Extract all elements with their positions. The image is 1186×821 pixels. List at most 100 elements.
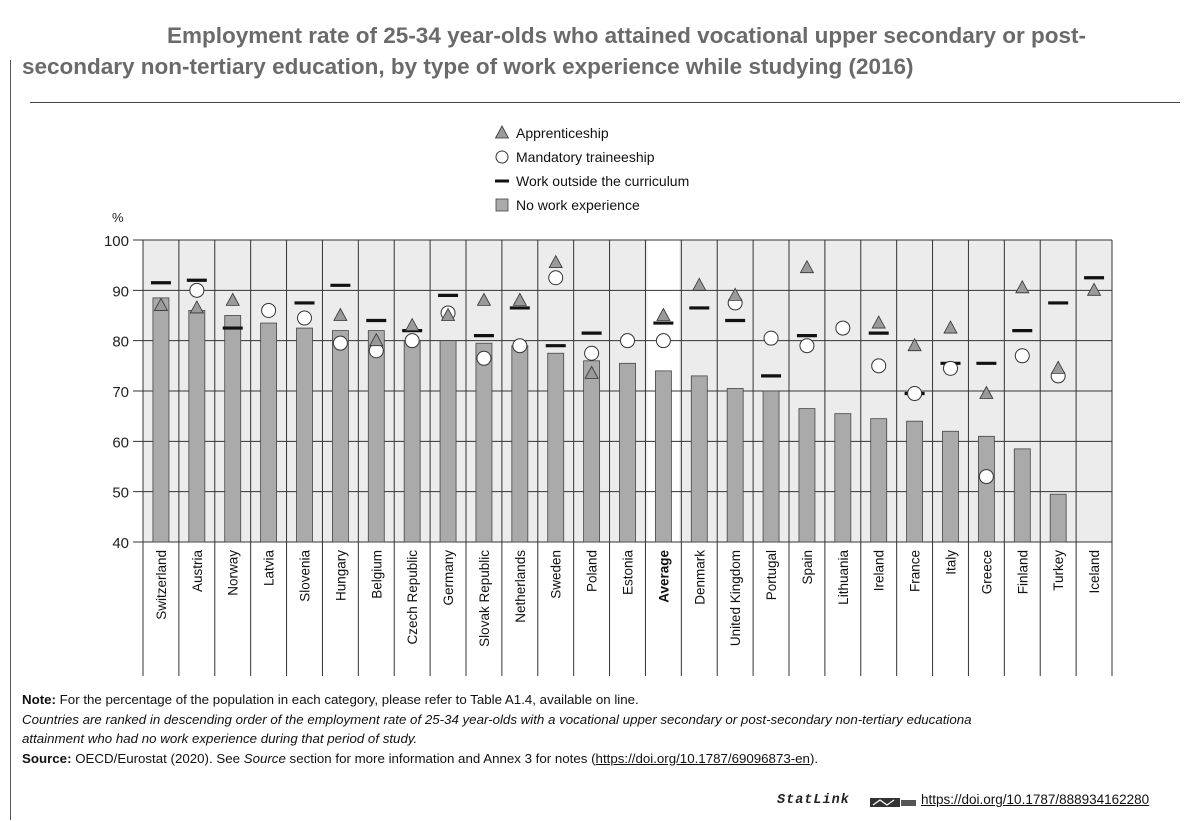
- y-tick-label: 60: [112, 434, 129, 451]
- marker-apprenticeship: [979, 385, 994, 399]
- marker-mandatory-traineeship: [512, 338, 528, 354]
- bar-no-work-experience: [906, 420, 924, 543]
- marker-apprenticeship: [943, 320, 958, 334]
- x-category-label: Turkey: [1051, 550, 1066, 591]
- bar-no-work-experience: [152, 297, 170, 543]
- y-tick-label: 70: [112, 384, 129, 401]
- y-tick-label: 40: [112, 535, 129, 552]
- marker-mandatory-traineeship: [476, 350, 492, 366]
- bar-no-work-experience: [511, 345, 529, 543]
- marker-mandatory-traineeship: [297, 310, 312, 326]
- marker-mandatory-traineeship: [584, 345, 600, 361]
- marker-mandatory-traineeship: [835, 320, 851, 336]
- marker-apprenticeship: [584, 365, 599, 379]
- note-line: Note: For the percentage of the populati…: [22, 690, 1182, 710]
- bar-no-work-experience: [870, 418, 888, 543]
- x-category-label: Germany: [441, 550, 456, 606]
- x-category-label: Netherlands: [513, 550, 528, 623]
- marker-apprenticeship: [333, 307, 348, 321]
- bar-no-work-experience: [726, 388, 744, 543]
- x-category-label: Austria: [190, 550, 205, 593]
- y-tick-label: 100: [104, 233, 129, 250]
- bar-no-work-experience: [798, 408, 816, 543]
- bar-no-work-experience: [296, 327, 313, 543]
- statlink-logo-icon: [870, 798, 916, 807]
- title-divider: [30, 102, 1180, 103]
- bar-no-work-experience: [942, 430, 959, 543]
- employment-chart: 40 50 60 70 80 90 100% Switzerland Austria Norway…: [104, 125, 1113, 676]
- x-category-label: Latvia: [262, 550, 277, 587]
- x-category-label: Belgium: [369, 550, 384, 599]
- y-tick-label: 50: [112, 485, 129, 502]
- marker-mandatory-traineeship: [1014, 348, 1030, 364]
- marker-apprenticeship: [1050, 360, 1066, 374]
- x-category-label: Iceland: [1087, 550, 1102, 594]
- source-text-2: section for more information and Annex 3…: [285, 750, 596, 766]
- chart-title: Employment rate of 25-34 year-olds who a…: [22, 20, 1172, 82]
- bar-no-work-experience: [439, 340, 457, 543]
- marker-apprenticeship: [189, 300, 205, 314]
- marker-apprenticeship: [440, 307, 456, 321]
- marker-apprenticeship: [512, 292, 528, 306]
- marker-apprenticeship: [1015, 279, 1030, 294]
- bar-no-work-experience: [475, 342, 493, 543]
- bar-no-work-experience: [1013, 448, 1031, 543]
- x-category-label: Slovenia: [298, 550, 313, 602]
- marker-mandatory-traineeship: [978, 469, 994, 485]
- marker-apprenticeship: [871, 315, 886, 329]
- x-category-label: Norway: [226, 550, 241, 596]
- bar-no-work-experience: [367, 330, 385, 543]
- marker-apprenticeship: [476, 292, 492, 306]
- source-italic: Source: [243, 750, 286, 766]
- bar-no-work-experience: [188, 310, 206, 543]
- x-category-label: Italy: [944, 550, 959, 575]
- x-category-label: Czech Republic: [405, 550, 420, 645]
- marker-apprenticeship: [727, 287, 743, 301]
- marker-apprenticeship: [907, 337, 922, 352]
- bar-no-work-experience: [762, 390, 780, 543]
- ranking-note-line2: attainment who had no work experience du…: [22, 731, 418, 746]
- source-label: Source:: [22, 750, 72, 766]
- statlink-link[interactable]: https://doi.org/10.1787/888934162280: [921, 792, 1150, 807]
- chart-title-line2: secondary non-tertiary education, by typ…: [22, 54, 914, 79]
- bar-no-work-experience: [654, 370, 672, 543]
- marker-apprenticeship: [692, 277, 707, 291]
- marker-mandatory-traineeship: [907, 386, 923, 402]
- legend-apprenticeship-icon: [494, 125, 510, 139]
- marker-mandatory-traineeship: [871, 358, 887, 374]
- x-category-label: Hungary: [333, 550, 348, 601]
- legend-label: Work outside the curriculum: [516, 173, 689, 189]
- marker-mandatory-traineeship: [763, 330, 779, 346]
- source-link[interactable]: https://doi.org/10.1787/69096873-en: [595, 750, 810, 766]
- legend-label: Apprenticeship: [516, 125, 609, 141]
- bar-no-work-experience: [619, 362, 636, 543]
- x-category-label: France: [908, 550, 923, 592]
- marker-apprenticeship: [656, 307, 671, 321]
- x-category-label: Portugal: [764, 550, 779, 600]
- bar-no-work-experience: [547, 352, 565, 543]
- bar-no-work-experience: [583, 360, 601, 543]
- y-tick-label: 90: [112, 283, 129, 300]
- x-category-label: Sweden: [549, 550, 564, 599]
- legend-label: No work experience: [516, 197, 640, 213]
- x-category-label: Denmark: [692, 550, 707, 605]
- source-text-1: OECD/Eurostat (2020). See: [71, 750, 244, 766]
- note-text: For the percentage of the population in …: [55, 692, 639, 707]
- marker-mandatory-traineeship: [332, 335, 348, 351]
- bar-no-work-experience: [260, 322, 278, 543]
- bar-no-work-experience: [1049, 493, 1067, 543]
- marker-apprenticeship: [1086, 282, 1102, 296]
- x-category-label: Ireland: [872, 550, 887, 591]
- x-category-label: Poland: [585, 550, 600, 592]
- source-line: Source: OECD/Eurostat (2020). See Source…: [22, 749, 1182, 769]
- x-category-label: Switzerland: [154, 550, 169, 620]
- marker-mandatory-traineeship: [799, 338, 815, 354]
- y-tick-label: 80: [112, 334, 129, 351]
- source-text-3: ).: [809, 750, 819, 766]
- x-category-label: Greece: [979, 550, 994, 594]
- marker-apprenticeship: [548, 254, 563, 269]
- page-left-border: [10, 60, 11, 820]
- x-category-label: Estonia: [621, 550, 636, 596]
- x-category-label: United Kingdom: [728, 550, 743, 646]
- notes-section: Note: For the percentage of the populati…: [22, 690, 1182, 768]
